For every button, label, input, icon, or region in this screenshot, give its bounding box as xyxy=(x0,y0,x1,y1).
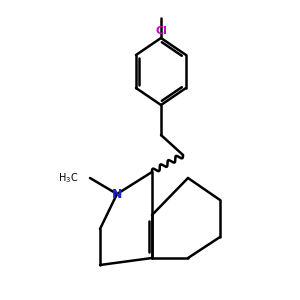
Text: N: N xyxy=(112,188,122,200)
Text: Cl: Cl xyxy=(155,26,167,36)
Text: H$_3$C: H$_3$C xyxy=(58,171,78,185)
